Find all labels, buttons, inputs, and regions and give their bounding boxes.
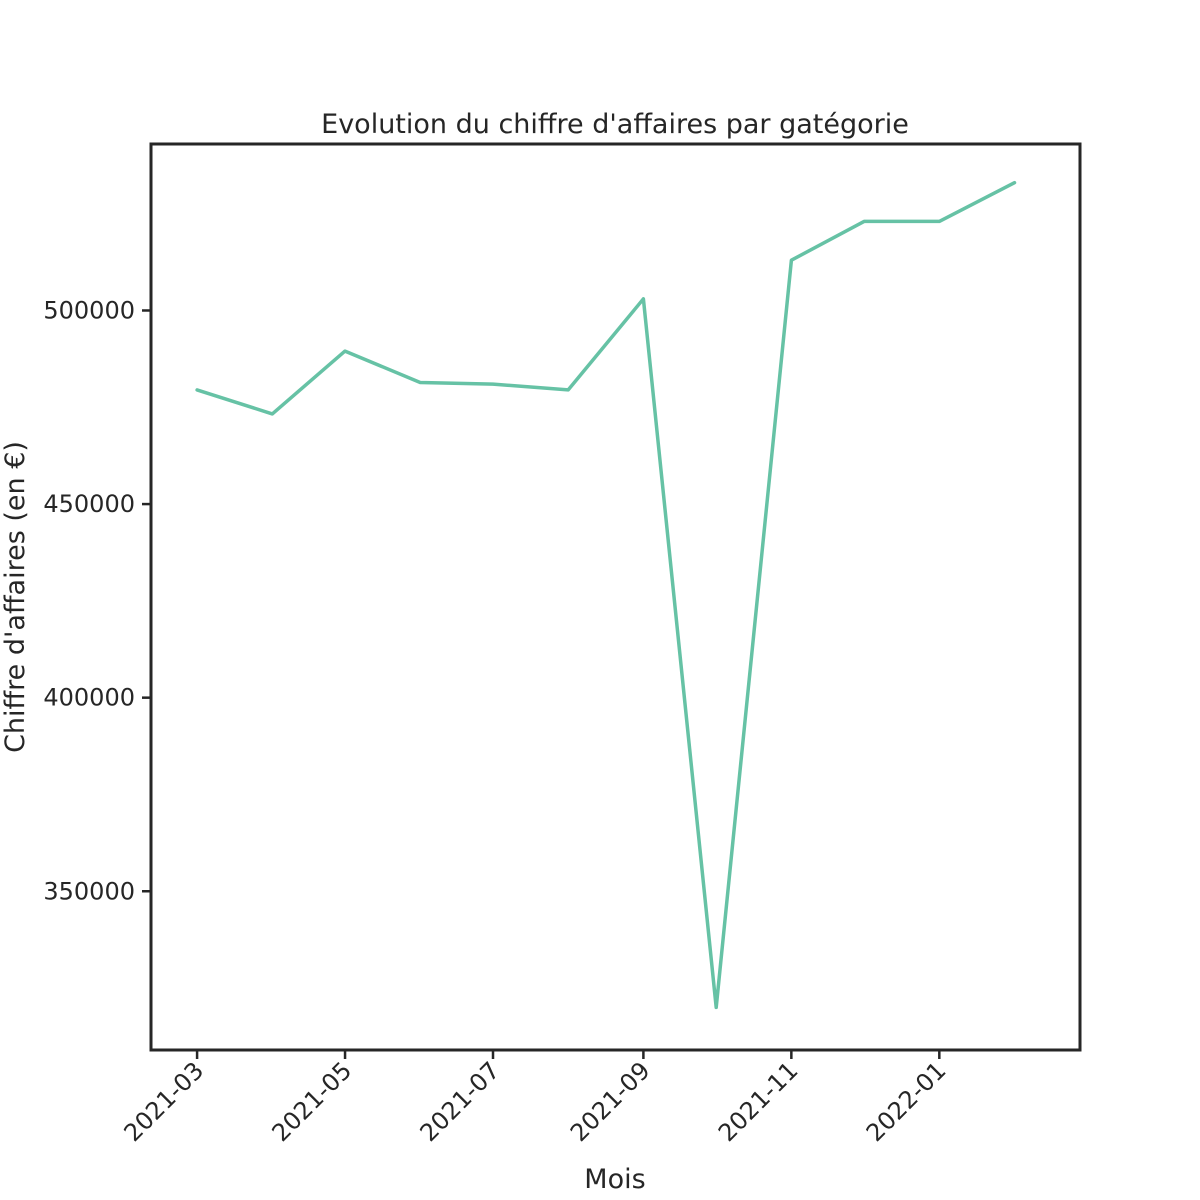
y-axis: 350000 400000 450000 500000 [43,296,151,905]
y-tick-label: 350000 [43,877,135,905]
x-tick-label: 2021-11 [713,1056,804,1147]
axes-frame [149,142,1082,1052]
series-layer [195,180,1017,1010]
y-tick-label: 450000 [43,490,135,518]
x-axis: 2021-03 2021-05 2021-07 2021-09 2021-11 2022-… [119,1050,952,1147]
x-tick-label: 2021-03 [119,1056,210,1147]
x-tick-label: 2021-07 [415,1056,506,1147]
x-axis-label: Mois [584,1164,645,1195]
x-tick-label: 2021-09 [565,1056,656,1147]
x-tick-label: 2021-05 [267,1056,358,1147]
chart-title: Evolution du chiffre d'affaires par gaté… [321,109,909,140]
y-tick-label: 500000 [43,296,135,324]
y-tick-label: 400000 [43,684,135,712]
y-axis-label: Chiffre d'affaires (en €) [0,441,31,753]
x-tick-label: 2022-01 [861,1056,952,1147]
plot-area [149,142,1082,1052]
series-line-0 [195,180,1017,1010]
